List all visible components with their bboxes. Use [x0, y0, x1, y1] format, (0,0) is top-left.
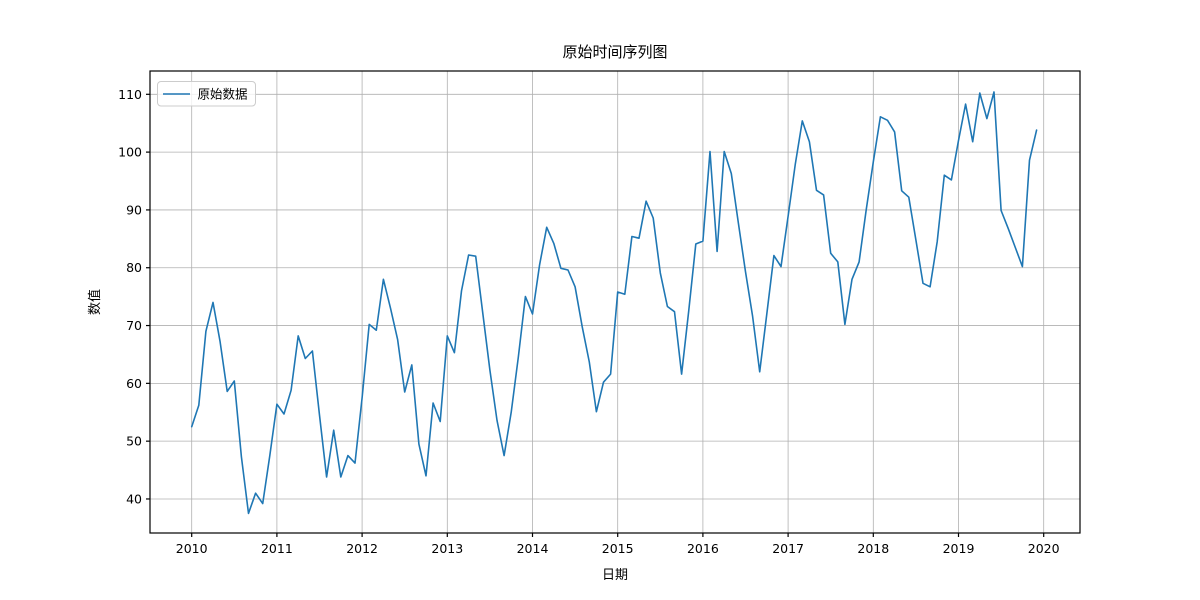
x-axis-label: 日期	[602, 568, 628, 583]
x-tick-label: 2019	[943, 541, 975, 556]
y-axis-label: 数值	[87, 289, 103, 315]
x-tick-label: 2012	[346, 541, 378, 556]
x-tick-label: 2013	[431, 541, 463, 556]
y-tick-label: 90	[126, 202, 142, 217]
x-tick-label: 2018	[857, 541, 889, 556]
y-tick-label: 110	[118, 87, 142, 102]
plot-border	[149, 70, 1081, 534]
legend-box	[157, 81, 256, 107]
tick-labels: 40 50 60 70 80 90 100 110 2010 2011 2012 2013 2014 20…	[118, 87, 1060, 556]
x-tick-label: 2016	[687, 541, 719, 556]
y-tick-label: 70	[126, 318, 142, 333]
y-tick-label: 50	[126, 434, 142, 449]
x-tick-label: 2011	[261, 541, 293, 556]
x-tick-label: 2010	[176, 541, 208, 556]
series-line	[190, 91, 1038, 515]
y-tick-label: 60	[126, 376, 142, 391]
grid-lines	[150, 71, 1080, 533]
chart-title: 原始时间序列图	[562, 43, 667, 61]
y-tick-label: 80	[126, 260, 142, 275]
y-tick-label: 100	[118, 145, 142, 160]
x-tick-label: 2020	[1028, 541, 1060, 556]
y-tick-label: 40	[126, 491, 142, 506]
legend-label: 原始数据	[198, 87, 248, 102]
legend: 原始数据	[157, 81, 256, 107]
x-tick-label: 2015	[602, 541, 634, 556]
axis-ticks	[146, 93, 1045, 537]
x-tick-label: 2014	[517, 541, 549, 556]
data-series	[190, 91, 1038, 515]
x-tick-label: 2017	[772, 541, 804, 556]
